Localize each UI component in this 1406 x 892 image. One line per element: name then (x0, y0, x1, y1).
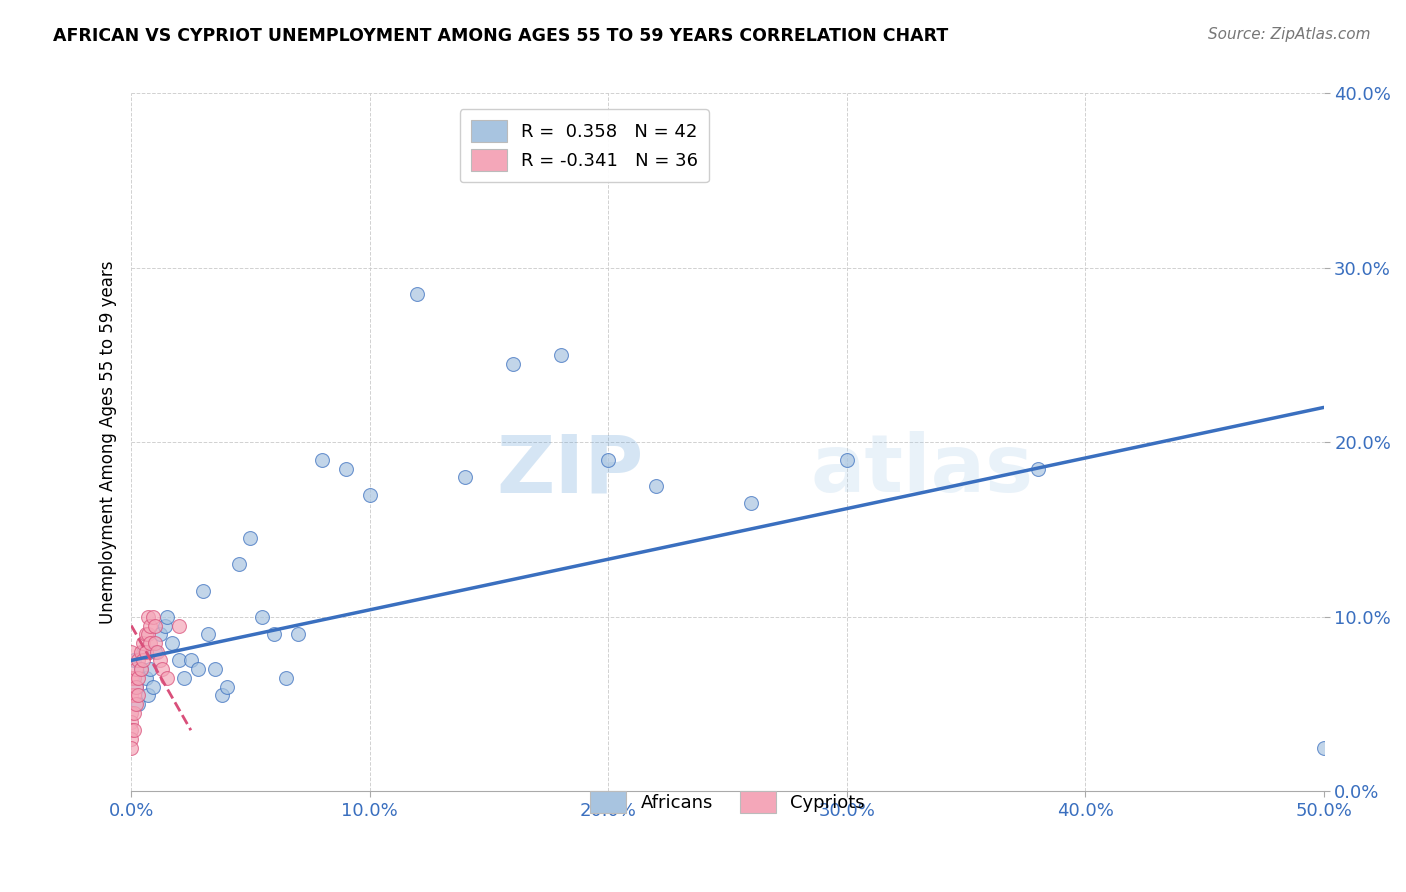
Point (252, 609, 274, 624)
Point (122, 671, 145, 685)
Point (550, 348, 572, 362)
Point (204, 662, 226, 676)
Point (136, 627, 159, 641)
Point (406, 287, 429, 301)
Point (135, 627, 157, 641)
Point (335, 461, 357, 475)
Point (139, 636, 162, 650)
Point (149, 653, 172, 667)
Point (122, 723, 145, 738)
Point (173, 671, 195, 685)
Point (359, 488, 381, 502)
Point (122, 653, 145, 667)
Legend: Africans, Cypriots: Africans, Cypriots (579, 780, 876, 824)
Point (645, 479, 668, 493)
Point (311, 452, 333, 467)
Point (146, 645, 169, 659)
Point (598, 452, 620, 467)
Point (149, 627, 172, 641)
Point (142, 680, 165, 694)
Point (180, 653, 202, 667)
Point (167, 618, 190, 632)
Point (125, 680, 148, 694)
Point (120, 706, 142, 720)
Point (127, 653, 149, 667)
Point (160, 636, 183, 650)
Point (125, 697, 148, 711)
Point (135, 671, 157, 685)
Point (143, 618, 166, 632)
Point (211, 689, 233, 703)
Point (129, 662, 152, 676)
Point (143, 645, 166, 659)
Point (142, 609, 165, 624)
Point (167, 653, 190, 667)
Point (132, 653, 155, 667)
Point (502, 357, 524, 371)
Point (127, 689, 149, 703)
Point (228, 558, 250, 572)
Point (127, 671, 149, 685)
Point (191, 583, 214, 598)
Point (127, 697, 149, 711)
Point (153, 618, 176, 632)
Point (129, 662, 152, 676)
Text: ZIP: ZIP (496, 431, 644, 509)
Text: AFRICAN VS CYPRIOT UNEMPLOYMENT AMONG AGES 55 TO 59 YEARS CORRELATION CHART: AFRICAN VS CYPRIOT UNEMPLOYMENT AMONG AG… (53, 27, 949, 45)
Point (287, 627, 309, 641)
Point (187, 662, 209, 676)
Point (120, 671, 142, 685)
Point (136, 689, 159, 703)
Point (215, 680, 238, 694)
Point (454, 470, 477, 484)
Point (197, 627, 219, 641)
Point (139, 662, 162, 676)
Point (122, 689, 145, 703)
Point (150, 662, 173, 676)
Point (135, 645, 157, 659)
Y-axis label: Unemployment Among Ages 55 to 59 years: Unemployment Among Ages 55 to 59 years (100, 260, 117, 624)
Point (263, 627, 285, 641)
Point (120, 714, 142, 729)
Point (143, 636, 166, 650)
Point (122, 706, 145, 720)
Point (120, 740, 142, 755)
Point (139, 618, 162, 632)
Point (276, 671, 298, 685)
Point (120, 645, 142, 659)
Point (129, 645, 152, 659)
Point (239, 531, 262, 545)
Point (740, 496, 762, 510)
Point (120, 723, 142, 738)
Text: Source: ZipAtlas.com: Source: ZipAtlas.com (1208, 27, 1371, 42)
Point (1026, 461, 1049, 475)
Point (120, 689, 142, 703)
Point (1312, 740, 1334, 755)
Point (125, 680, 148, 694)
Point (835, 452, 858, 467)
Point (136, 609, 159, 624)
Point (125, 662, 148, 676)
Point (156, 671, 179, 685)
Point (120, 731, 142, 746)
Point (132, 645, 155, 659)
Text: atlas: atlas (811, 431, 1033, 509)
Point (156, 609, 179, 624)
Point (132, 636, 155, 650)
